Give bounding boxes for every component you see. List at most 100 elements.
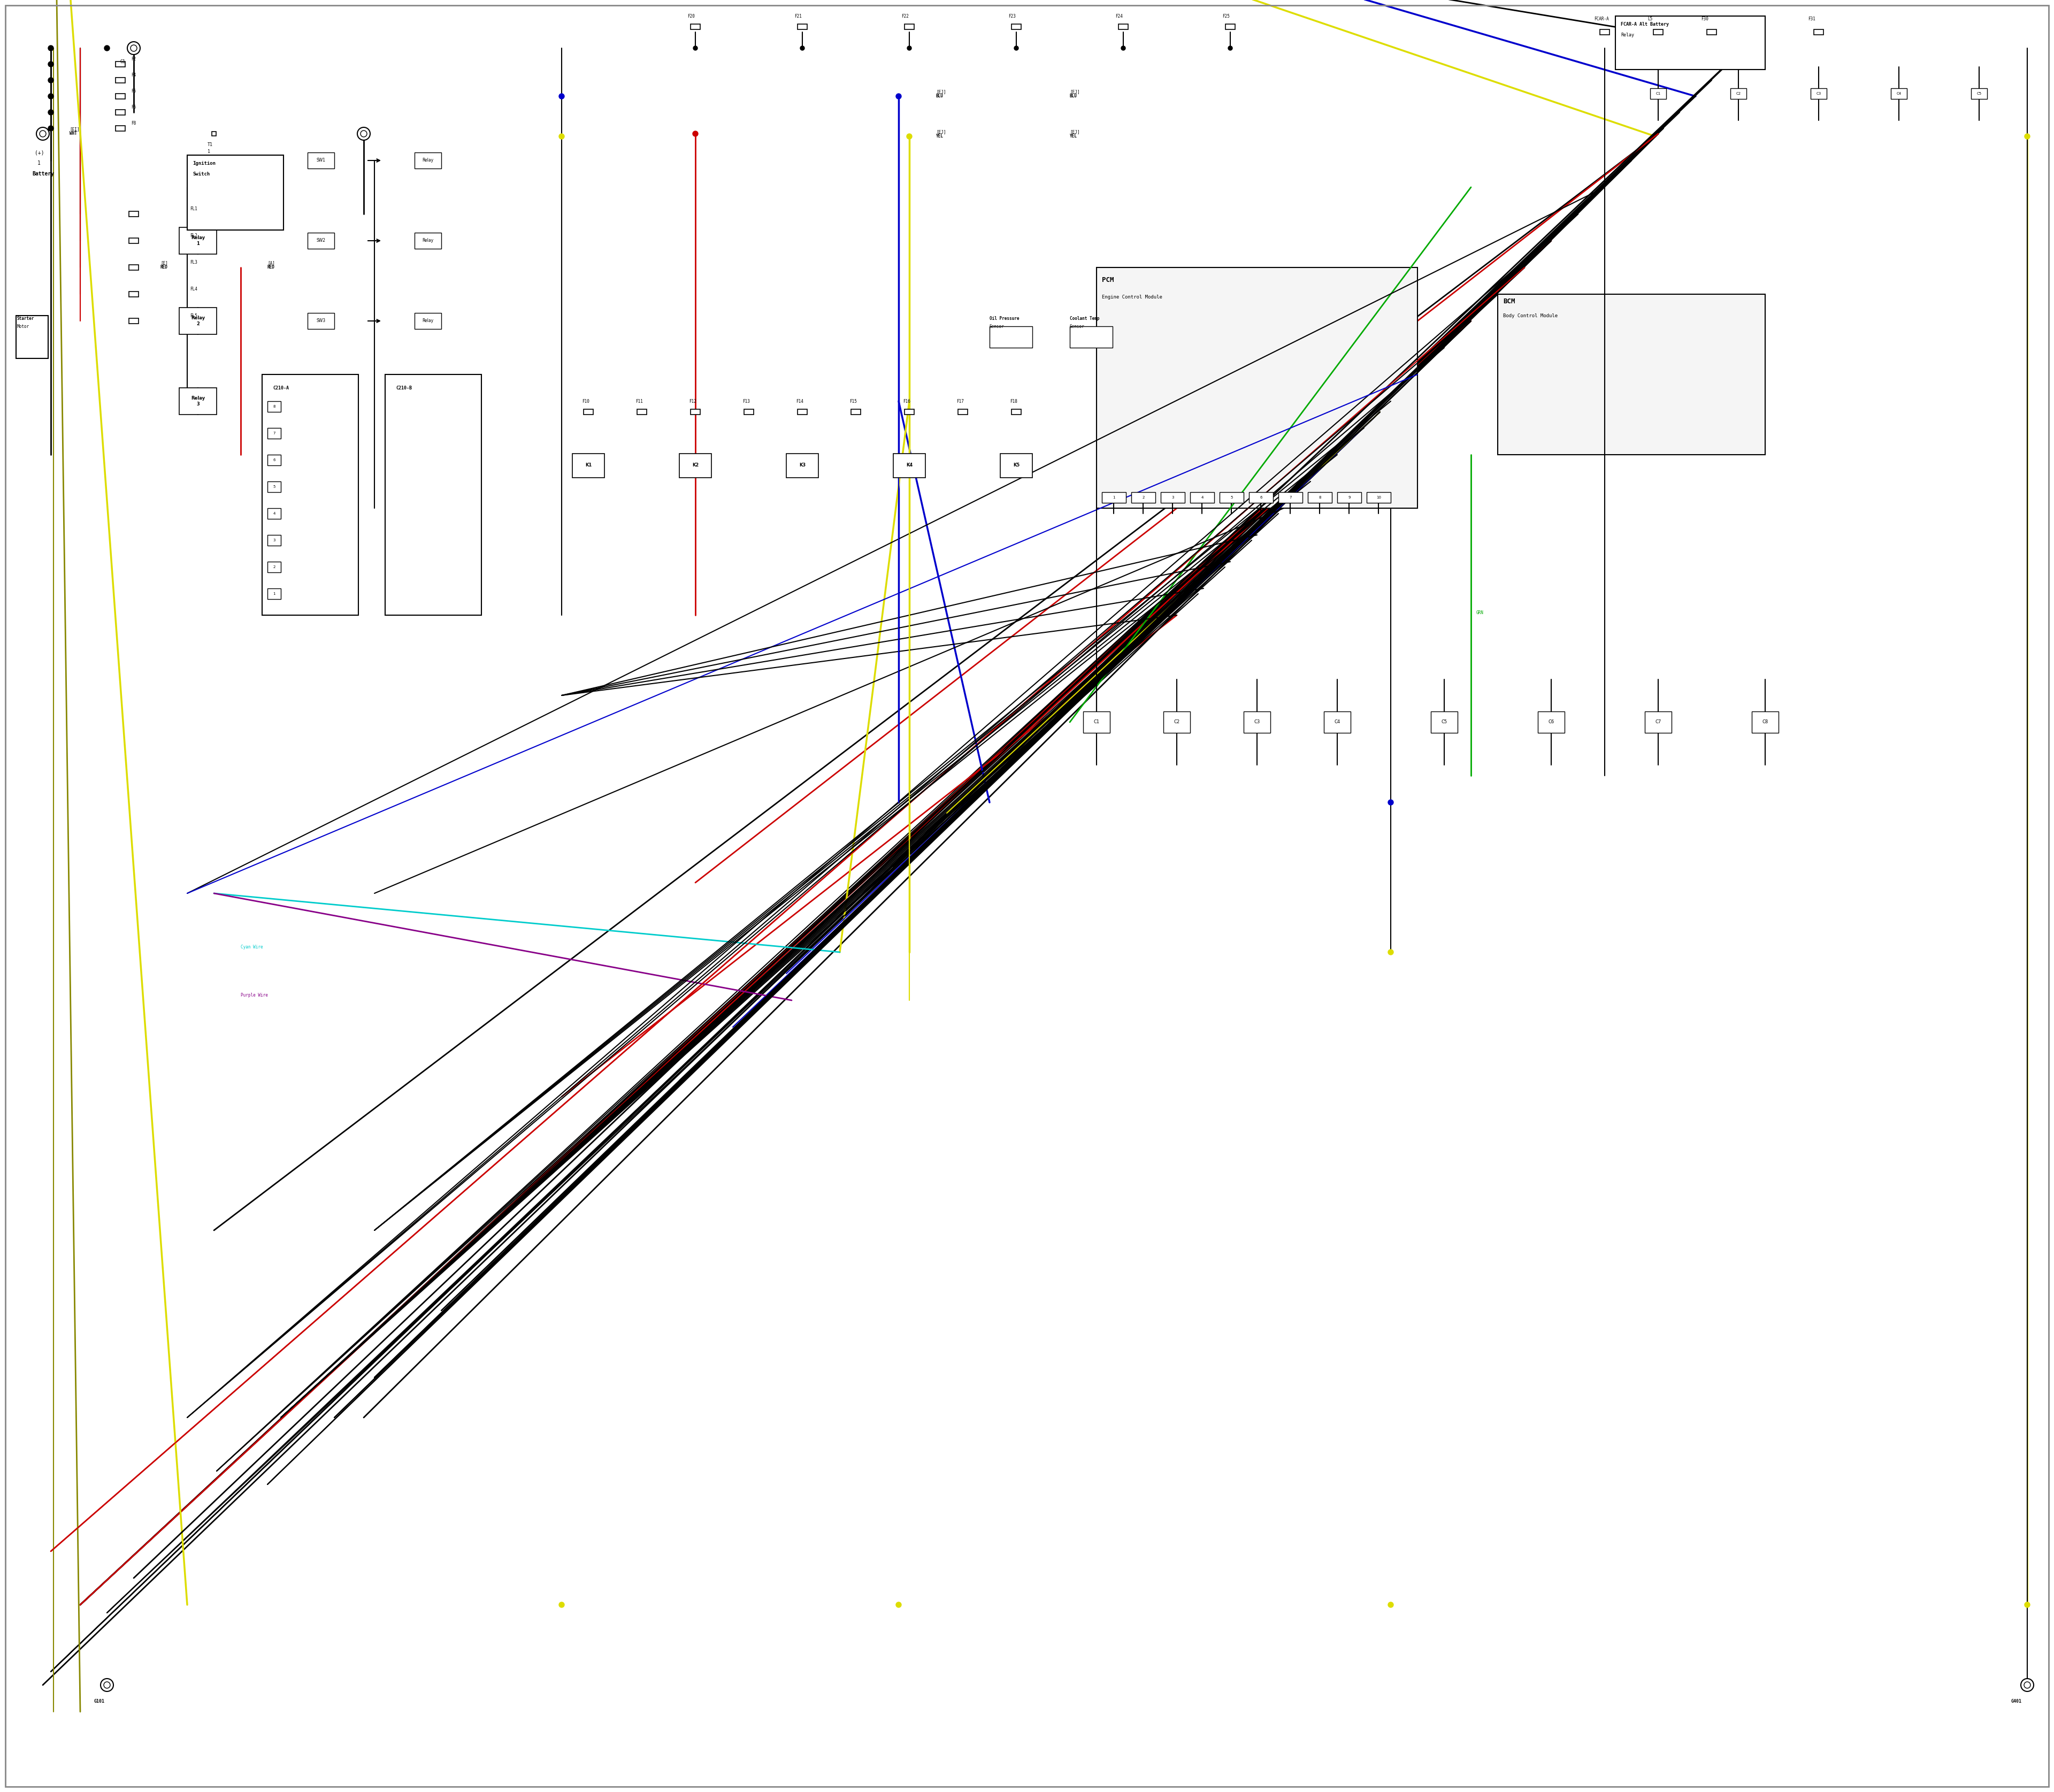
Bar bbox=[1497, 294, 1764, 455]
Bar bbox=[415, 152, 442, 168]
Bar bbox=[129, 292, 138, 297]
Text: Ignition: Ignition bbox=[193, 161, 216, 167]
Text: 3: 3 bbox=[273, 539, 275, 541]
Bar bbox=[1119, 23, 1128, 29]
Text: 1: 1 bbox=[37, 161, 41, 167]
Bar bbox=[1226, 23, 1234, 29]
Circle shape bbox=[1228, 47, 1232, 50]
Bar bbox=[267, 455, 281, 466]
Bar bbox=[1814, 29, 1824, 34]
Bar bbox=[1752, 711, 1779, 733]
Text: [EJ]: [EJ] bbox=[937, 90, 947, 95]
Text: 1: 1 bbox=[207, 149, 210, 154]
Bar bbox=[1249, 493, 1273, 504]
Text: Relay: Relay bbox=[423, 319, 433, 323]
Circle shape bbox=[2025, 1602, 2029, 1607]
Circle shape bbox=[801, 47, 805, 50]
Text: Engine Control Module: Engine Control Module bbox=[1101, 294, 1163, 299]
Bar bbox=[16, 315, 47, 358]
Text: T1: T1 bbox=[207, 142, 214, 147]
Bar bbox=[115, 61, 125, 66]
Bar bbox=[129, 211, 138, 217]
Circle shape bbox=[2025, 134, 2029, 140]
Bar bbox=[797, 409, 807, 414]
Bar bbox=[690, 23, 700, 29]
Circle shape bbox=[357, 127, 370, 140]
Text: F23: F23 bbox=[1009, 14, 1015, 18]
Text: FCAR-A: FCAR-A bbox=[1594, 16, 1608, 22]
Bar bbox=[267, 536, 281, 545]
Text: 8: 8 bbox=[273, 405, 275, 409]
Bar bbox=[893, 453, 926, 477]
Text: SW2: SW2 bbox=[316, 238, 325, 244]
Text: 7: 7 bbox=[273, 432, 275, 435]
Bar bbox=[267, 482, 281, 493]
Circle shape bbox=[1389, 950, 1393, 955]
Text: RED: RED bbox=[160, 265, 168, 269]
Text: Sensor: Sensor bbox=[990, 324, 1004, 330]
Text: C7: C7 bbox=[1656, 720, 1662, 724]
Text: F12: F12 bbox=[688, 400, 696, 403]
Circle shape bbox=[896, 93, 902, 99]
Bar bbox=[1645, 711, 1672, 733]
Text: Oil Pressure: Oil Pressure bbox=[990, 315, 1019, 321]
Bar bbox=[267, 509, 281, 520]
Text: 5: 5 bbox=[1230, 496, 1232, 500]
Bar bbox=[267, 401, 281, 412]
Bar bbox=[267, 561, 281, 572]
Text: F16: F16 bbox=[904, 400, 910, 403]
Text: Cyan Wire: Cyan Wire bbox=[240, 944, 263, 950]
Text: L5: L5 bbox=[1647, 16, 1651, 22]
Text: C210-A: C210-A bbox=[273, 385, 290, 391]
Bar bbox=[308, 314, 335, 330]
Text: C1: C1 bbox=[1093, 720, 1099, 724]
Text: K4: K4 bbox=[906, 462, 912, 468]
Text: F4: F4 bbox=[131, 73, 136, 77]
Text: Switch: Switch bbox=[193, 172, 210, 177]
Bar bbox=[179, 308, 216, 335]
Circle shape bbox=[692, 131, 698, 136]
Bar bbox=[797, 23, 807, 29]
Text: SW1: SW1 bbox=[316, 158, 325, 163]
Bar bbox=[1538, 711, 1565, 733]
Text: 4: 4 bbox=[1202, 496, 1204, 500]
Text: C5: C5 bbox=[1976, 91, 1982, 95]
Circle shape bbox=[559, 134, 565, 140]
Text: 2: 2 bbox=[1142, 496, 1144, 500]
Text: F30: F30 bbox=[1701, 16, 1709, 22]
Text: 2: 2 bbox=[273, 566, 275, 568]
Bar bbox=[1366, 493, 1391, 504]
Circle shape bbox=[39, 131, 45, 136]
Bar bbox=[1653, 29, 1664, 34]
Text: K1: K1 bbox=[585, 462, 592, 468]
Text: F14: F14 bbox=[797, 400, 803, 403]
Bar bbox=[1337, 493, 1362, 504]
Text: F25: F25 bbox=[1222, 14, 1230, 18]
Text: C3: C3 bbox=[1255, 720, 1259, 724]
Bar bbox=[1614, 16, 1764, 70]
Text: FL1: FL1 bbox=[189, 206, 197, 211]
Text: (+): (+) bbox=[35, 151, 45, 156]
Bar bbox=[129, 319, 138, 324]
Bar bbox=[1892, 88, 1906, 99]
Text: C2: C2 bbox=[1173, 720, 1179, 724]
Bar bbox=[1278, 493, 1302, 504]
Text: WHT: WHT bbox=[70, 131, 76, 136]
Bar bbox=[1432, 711, 1458, 733]
Text: BLU: BLU bbox=[1070, 93, 1076, 99]
Bar bbox=[1132, 493, 1154, 504]
Bar bbox=[187, 156, 283, 229]
Bar bbox=[957, 409, 967, 414]
Text: Battery: Battery bbox=[33, 172, 53, 177]
Circle shape bbox=[559, 93, 565, 99]
Circle shape bbox=[105, 1683, 111, 1688]
Text: Motor: Motor bbox=[16, 324, 29, 330]
Text: F18: F18 bbox=[1011, 400, 1017, 403]
Bar bbox=[1600, 29, 1610, 34]
Text: 9: 9 bbox=[1347, 496, 1349, 500]
Bar bbox=[179, 387, 216, 414]
Circle shape bbox=[47, 125, 53, 131]
Text: SW3: SW3 bbox=[316, 319, 325, 323]
Bar bbox=[1070, 326, 1113, 348]
Bar bbox=[1161, 493, 1185, 504]
